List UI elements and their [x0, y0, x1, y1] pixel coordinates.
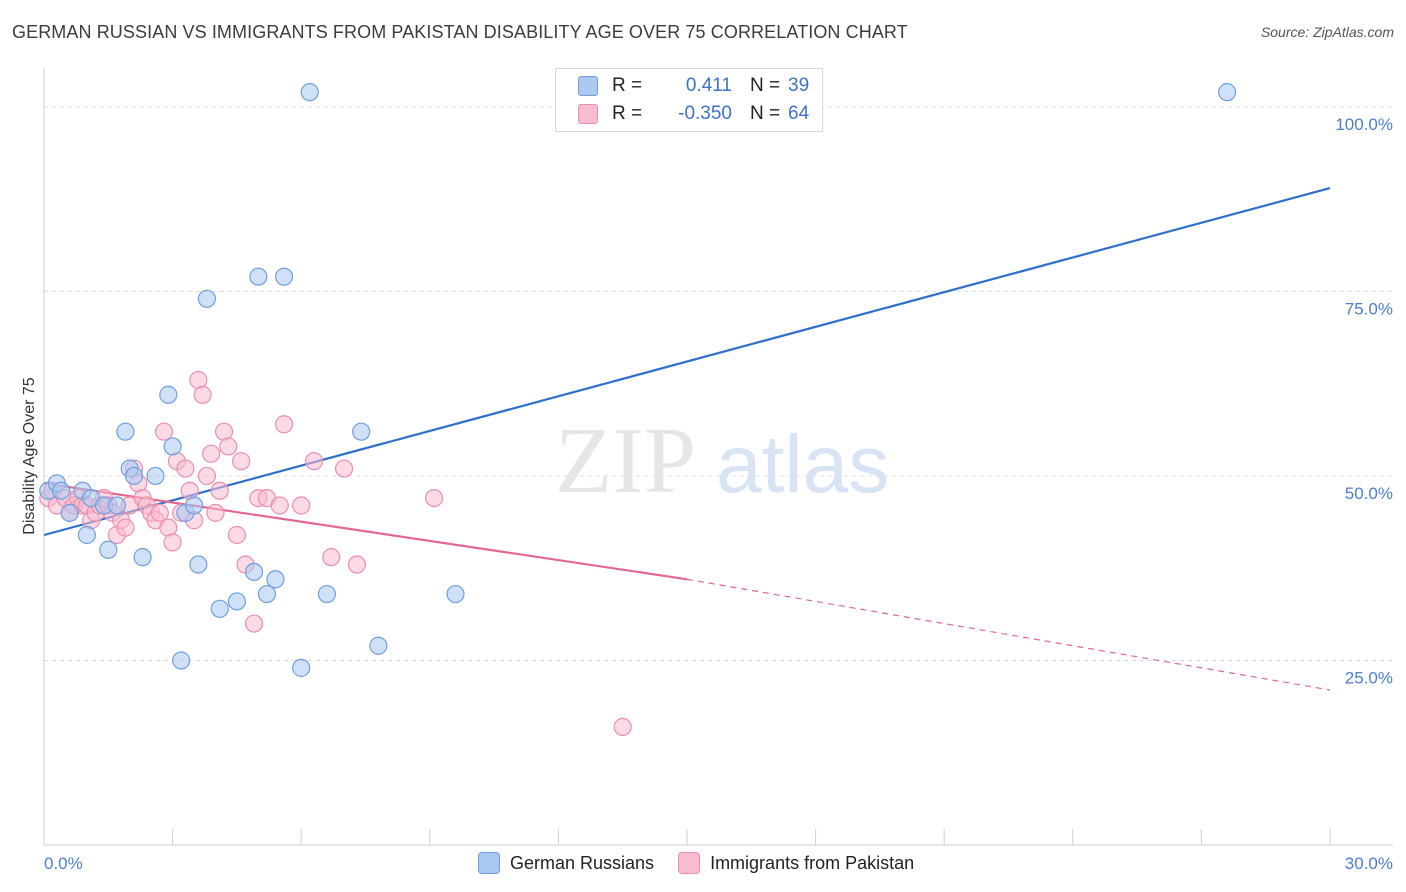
data-point-pakistan	[154, 422, 174, 441]
data-point-german-russian	[77, 525, 96, 545]
data-point-pakistan	[116, 518, 135, 537]
y-axis-label: Disability Age Over 75	[21, 377, 38, 535]
data-point-pakistan	[163, 533, 182, 552]
y-tick-labels: 25.0% 50.0% 75.0% 100.0%	[1335, 115, 1393, 688]
data-point-german-russian	[446, 584, 465, 604]
legend-r-label: R =	[612, 103, 643, 124]
trend-line-extension	[686, 578, 1331, 691]
data-point-german-russian	[163, 437, 182, 456]
legend-swatch-pink	[678, 852, 701, 874]
y-tick-label: 50.0%	[1345, 484, 1393, 503]
data-point-pakistan	[210, 481, 229, 500]
data-point-pakistan	[202, 444, 221, 463]
data-point-pakistan	[424, 488, 444, 508]
axes	[43, 68, 1393, 846]
x-tick-max: 30.0%	[1345, 854, 1393, 873]
data-point-pakistan	[150, 503, 169, 522]
data-point-german-russian	[133, 548, 152, 567]
data-point-german-russian	[124, 466, 144, 486]
data-point-german-russian	[292, 658, 311, 677]
legend-r-value: 0.411	[685, 75, 732, 96]
trend-line-german-russians	[43, 187, 1331, 537]
data-point-german-russian	[317, 584, 337, 604]
legend-n-label: N =	[750, 103, 781, 124]
data-point-german-russian	[249, 267, 268, 286]
data-point-german-russian	[274, 267, 294, 286]
x-tick-min: 0.0%	[44, 854, 83, 873]
legend-row-pink: R = -0.350 N = 64	[578, 102, 809, 126]
data-point-pakistan	[176, 459, 195, 478]
data-point-pakistan	[613, 717, 632, 737]
legend-n-value: 39	[788, 75, 810, 96]
data-point-german-russian	[369, 636, 388, 655]
legend-swatch-blue	[478, 852, 500, 874]
legend-label: German Russians	[510, 852, 655, 873]
data-point-pakistan	[197, 466, 216, 486]
data-point-german-russian	[300, 83, 319, 102]
legend-item-immigrants-pakistan[interactable]: Immigrants from Pakistan	[678, 852, 914, 874]
legend-r-value: -0.350	[678, 103, 732, 124]
data-point-german-russian	[172, 651, 191, 670]
grid-lines	[44, 106, 1393, 661]
data-point-german-russian	[197, 289, 216, 308]
data-point-german-russian	[60, 503, 79, 522]
legend-row-blue: R = 0.411 N = 39	[578, 74, 809, 98]
legend-n-value: 64	[788, 103, 810, 124]
data-point-german-russian	[107, 496, 126, 515]
data-point-pakistan	[322, 548, 341, 567]
data-point-german-russian	[352, 422, 371, 441]
data-point-pakistan	[227, 525, 246, 545]
data-point-german-russian	[1218, 83, 1237, 102]
blue-points	[39, 83, 1237, 677]
data-point-pakistan	[292, 496, 311, 515]
data-point-german-russian	[257, 584, 277, 604]
correlation-legend: R = 0.411 N = 39 R = -0.350 N = 64	[555, 68, 823, 132]
legend-n-label: N =	[750, 75, 781, 96]
data-point-german-russian	[210, 599, 229, 618]
legend-label: Immigrants from Pakistan	[710, 852, 915, 873]
data-point-pakistan	[219, 437, 238, 456]
data-point-german-russian	[116, 422, 135, 441]
source-label: Source: ZipAtlas.com	[1260, 24, 1394, 40]
data-point-pakistan	[232, 452, 251, 471]
data-point-german-russian	[189, 555, 208, 574]
y-tick-label: 75.0%	[1345, 299, 1393, 318]
legend-r-label: R =	[612, 75, 643, 96]
series-legend: German Russians Immigrants from Pakistan	[478, 852, 938, 874]
data-point-german-russian	[159, 385, 178, 404]
data-point-german-russian	[99, 540, 118, 559]
data-point-german-russian	[266, 570, 285, 589]
chart-title: GERMAN RUSSIAN VS IMMIGRANTS FROM PAKIST…	[12, 22, 908, 42]
data-point-pakistan	[206, 503, 225, 522]
data-point-pakistan	[193, 385, 212, 404]
y-tick-label: 25.0%	[1345, 668, 1393, 687]
data-point-german-russian	[244, 562, 264, 582]
y-tick-label: 100.0%	[1335, 115, 1393, 134]
data-point-german-russian	[146, 466, 165, 486]
data-point-german-russian	[184, 496, 204, 515]
data-point-pakistan	[304, 452, 324, 471]
data-point-pakistan	[244, 614, 264, 633]
watermark-atlas: atlas	[716, 419, 889, 510]
data-point-pakistan	[334, 459, 354, 478]
data-point-pakistan	[270, 496, 289, 515]
data-point-german-russian	[227, 592, 246, 611]
data-point-german-russian	[52, 481, 71, 500]
data-point-pakistan	[274, 415, 294, 434]
watermark-zip: ZIP	[555, 409, 696, 513]
legend-swatch-pink	[578, 104, 598, 124]
legend-item-german-russians[interactable]: German Russians	[478, 852, 654, 874]
legend-swatch-blue	[578, 76, 598, 96]
data-point-pakistan	[347, 555, 367, 574]
